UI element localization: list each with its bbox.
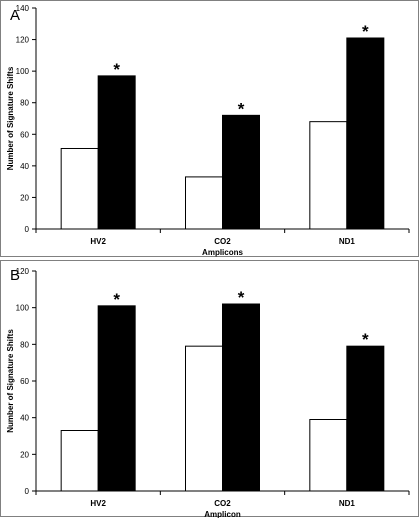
bar-co2-series-2 [222, 114, 260, 230]
significance-star: * [113, 290, 120, 309]
y-tick-label: 100 [16, 304, 30, 313]
bar-co2-series-1 [185, 345, 223, 492]
bar-nd1-series-1 [309, 121, 348, 230]
y-tick-label: 40 [20, 162, 29, 171]
panel-label-a: A [10, 7, 21, 24]
x-axis-title: Amplicons [202, 248, 243, 257]
bar-co2-series-1 [185, 176, 223, 230]
significance-star: * [362, 330, 369, 349]
y-tick-label: 80 [20, 99, 29, 108]
y-tick-label: 60 [20, 377, 29, 386]
x-tick-label-nd1: ND1 [339, 499, 356, 508]
bar-hv2-series-2 [97, 305, 136, 492]
y-axis-title: Number of Signature Shifts [6, 66, 15, 170]
bar-co2-series-2 [222, 303, 260, 492]
y-tick-label: 140 [16, 4, 30, 13]
y-tick-label: 0 [25, 225, 30, 234]
x-tick-label-hv2: HV2 [90, 237, 106, 246]
x-tick-label-hv2: HV2 [90, 499, 106, 508]
bar-chart-b: 0 20 40 60 80 100 120 * HV2 * CO2 * ND1 Amplicon Numbe… [6, 267, 410, 518]
x-axis-title: Amplicon [204, 510, 241, 518]
y-tick-label: 0 [25, 487, 30, 496]
bar-nd1-series-2 [346, 37, 385, 230]
y-tick-label: 100 [16, 67, 30, 76]
significance-star: * [113, 60, 120, 79]
bar-hv2-series-2 [97, 75, 136, 230]
y-tick-label: 80 [20, 340, 29, 349]
significance-star: * [238, 99, 245, 118]
significance-star: * [238, 288, 245, 307]
panel-label-b: B [10, 267, 21, 284]
x-tick-label-co2: CO2 [214, 499, 231, 508]
y-tick-label: 120 [16, 36, 30, 45]
bar-hv2-series-1 [60, 147, 99, 230]
significance-star: * [362, 22, 369, 41]
y-axis-title: Number of Signature Shifts [6, 329, 15, 433]
chart-panel-a: A 0 20 40 60 80 100 120 140 * HV2 * CO2 * ND1 Amplicon… [0, 0, 419, 257]
x-tick-label-co2: CO2 [214, 237, 231, 246]
bar-nd1-series-2 [346, 345, 385, 492]
y-tick-label: 20 [20, 450, 29, 459]
y-tick-label: 20 [20, 193, 29, 202]
y-tick-label: 60 [20, 130, 29, 139]
x-tick-label-nd1: ND1 [339, 237, 356, 246]
y-tick-label: 40 [20, 414, 29, 423]
y-tick-label: 120 [16, 267, 30, 276]
chart-panel-b: B 0 20 40 60 80 100 120 * HV2 * CO2 * ND1 Amplicon Num… [0, 260, 419, 518]
bar-chart-a: 0 20 40 60 80 100 120 140 * HV2 * CO2 * ND1 Amplicons N… [6, 4, 410, 257]
bar-nd1-series-1 [309, 419, 348, 492]
bar-hv2-series-1 [60, 430, 99, 492]
